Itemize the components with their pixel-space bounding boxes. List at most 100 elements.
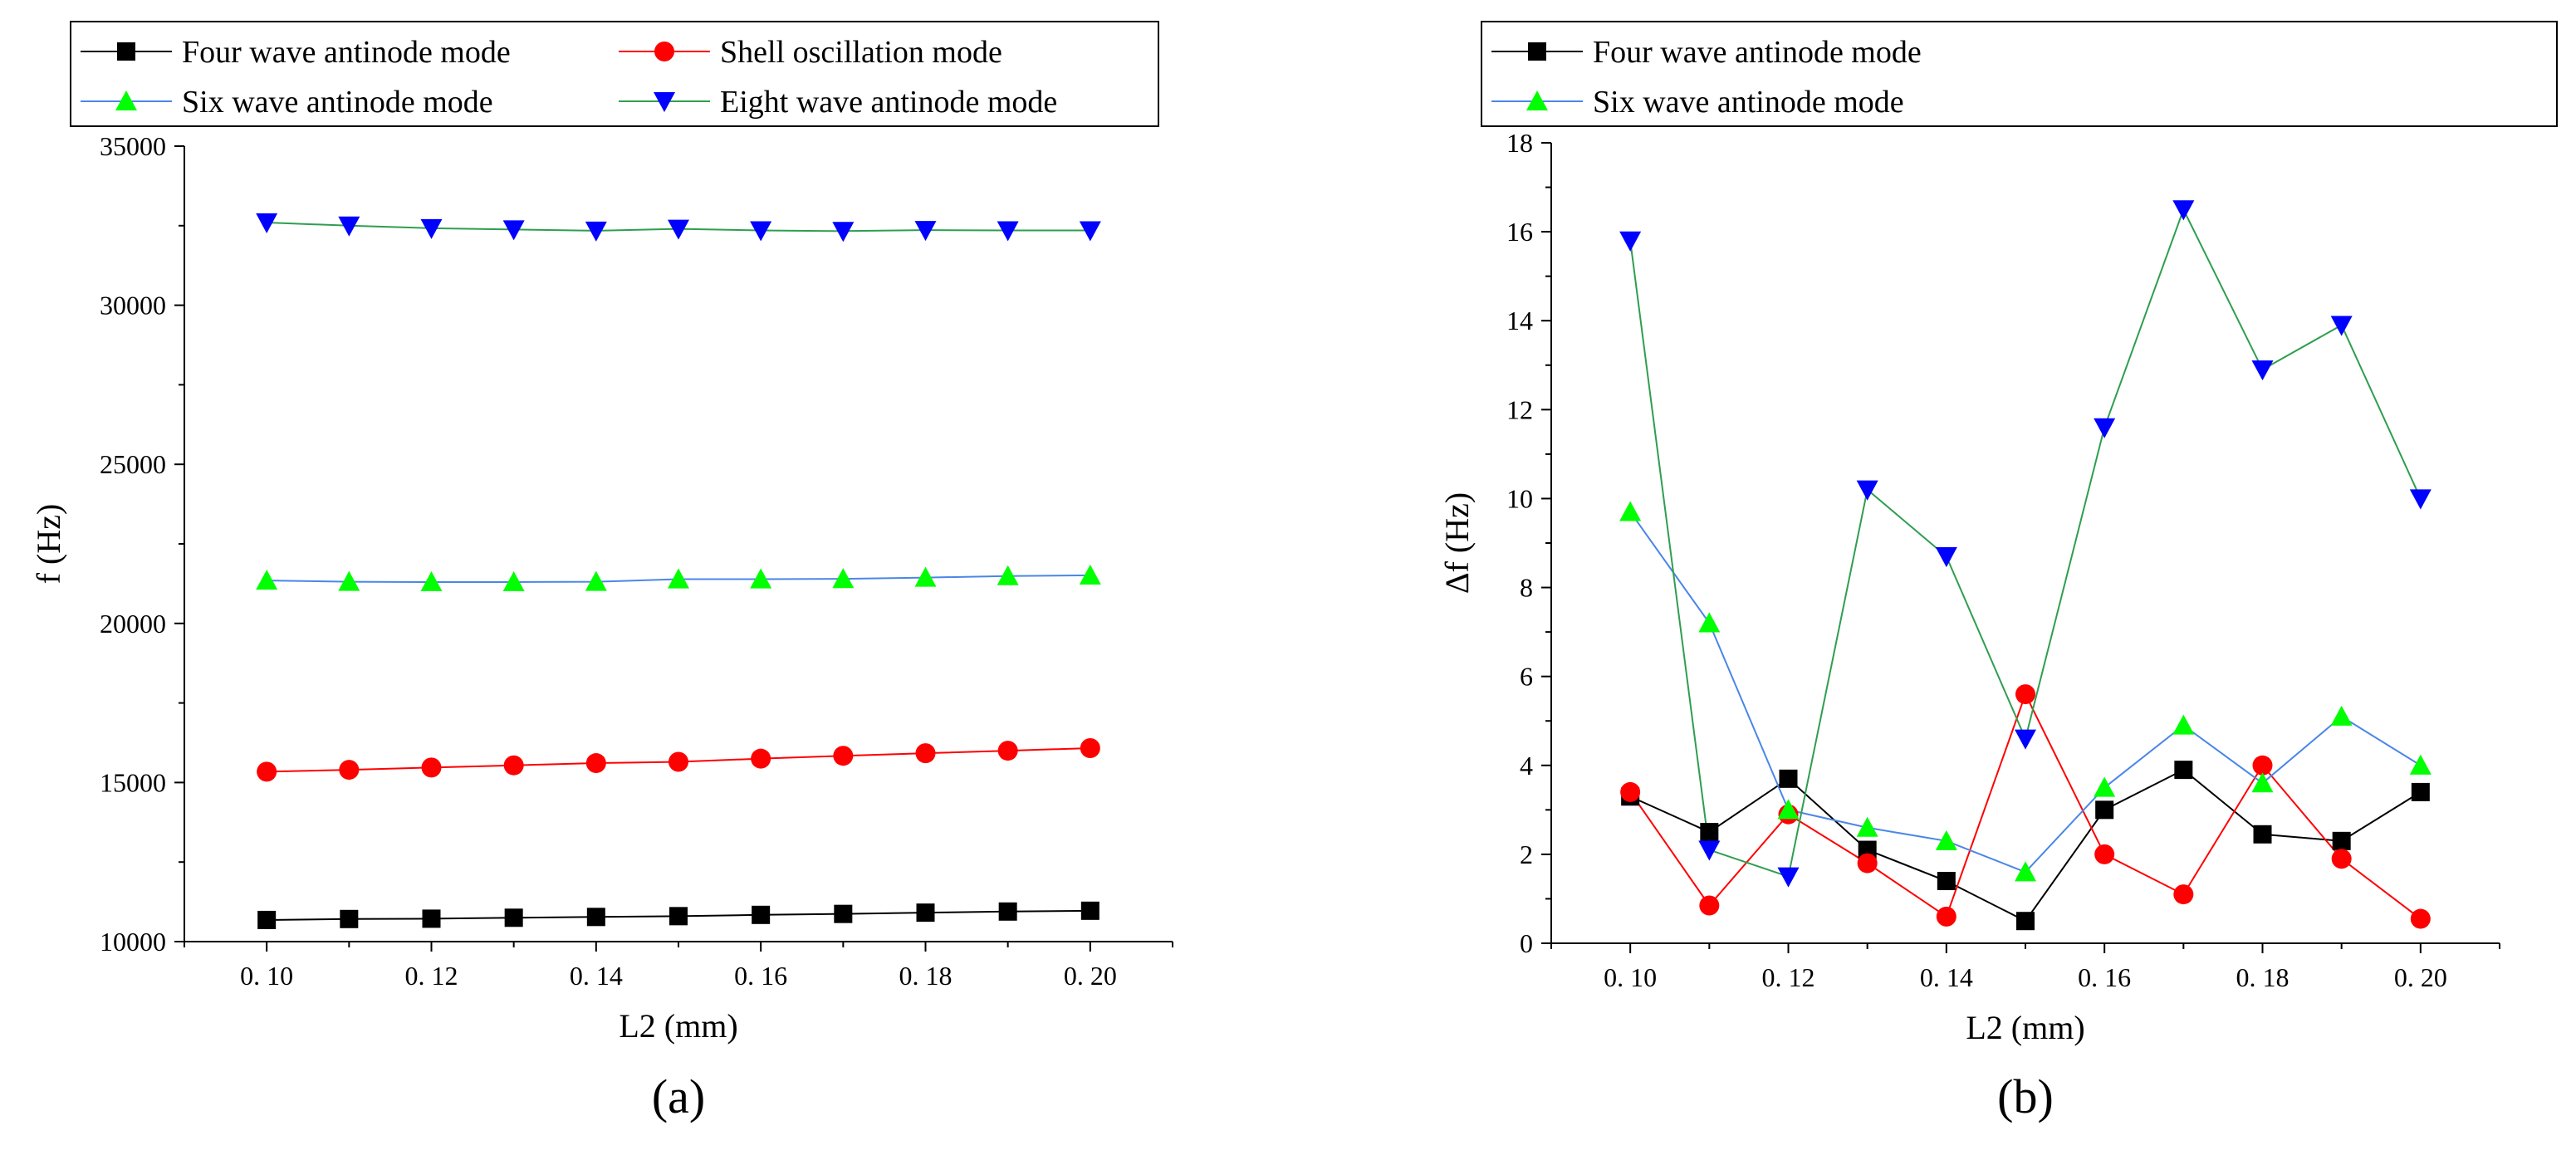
legend-marker [1528, 42, 1546, 61]
data-point [257, 910, 277, 929]
data-point [668, 751, 688, 772]
data-point [997, 565, 1019, 585]
data-point [1937, 872, 1956, 891]
x-tick-label: 0. 10 [240, 961, 293, 991]
data-point [2172, 200, 2195, 221]
legend-marker [117, 42, 135, 61]
data-point [1619, 231, 1642, 252]
legend-marker [115, 91, 137, 111]
data-point [750, 221, 772, 242]
y-tick-label: 6 [1520, 662, 1533, 692]
series-markers-2 [256, 564, 1101, 592]
data-point [586, 908, 605, 927]
y-tick-label: 30000 [100, 291, 166, 321]
data-point [256, 570, 278, 590]
data-point [2251, 360, 2274, 381]
data-point [1777, 867, 1800, 888]
data-point [2331, 849, 2352, 869]
chart-b: 0 2 4 6 8 10 12 14 16 18 0. 10 0. 12 0. 14 0. 16 0. 18… [1438, 21, 2558, 1123]
y-tick-label: 25000 [100, 449, 166, 479]
x-axis-label: L2 (mm) [619, 1007, 737, 1045]
data-point [1857, 853, 1878, 874]
legend-box [1481, 21, 2558, 127]
data-point [2174, 761, 2193, 780]
legend-label: Six wave antinode mode [1593, 85, 1904, 120]
data-point [257, 761, 277, 782]
data-point [914, 566, 937, 587]
data-point [1698, 612, 1721, 633]
data-point [668, 568, 689, 589]
legend-item: Eight wave antinode mode [619, 85, 1057, 120]
y-axis-label: f (Hz) [30, 504, 67, 585]
data-point [834, 904, 853, 923]
series-markers-3 [1619, 200, 2432, 888]
y-tick-label: 0 [1520, 928, 1533, 958]
x-tick-label: 0. 20 [2394, 962, 2447, 992]
data-point [750, 568, 772, 589]
y-tick-label: 14 [1506, 306, 1533, 335]
data-point [833, 746, 854, 766]
data-point [1779, 769, 1798, 788]
data-point [1856, 816, 1878, 837]
data-point [2015, 861, 2036, 882]
x-tick-label: 0. 18 [899, 961, 953, 991]
data-point [2330, 316, 2353, 336]
data-point [502, 220, 525, 241]
data-point [832, 568, 855, 589]
legend-label: Six wave antinode mode [182, 85, 493, 120]
data-point [503, 755, 524, 776]
data-point [422, 909, 441, 928]
series-0 [1629, 768, 2422, 923]
data-point [2409, 489, 2432, 510]
y-tick-label: 10000 [100, 927, 166, 957]
data-point [338, 570, 360, 591]
series-3 [1629, 207, 2422, 878]
data-point [256, 213, 278, 233]
x-axis-label: L2 (mm) [1966, 1009, 2084, 1046]
data-point [585, 753, 606, 774]
data-point [2409, 754, 2432, 775]
data-point [1079, 564, 1101, 585]
series-markers-1 [257, 738, 1100, 782]
data-point [2016, 912, 2035, 931]
data-point [339, 760, 360, 781]
x-tick-label: 0. 10 [1604, 962, 1657, 992]
y-tick-label: 16 [1506, 217, 1533, 247]
data-point [752, 905, 771, 924]
legend-item: Six wave antinode mode [1491, 85, 1904, 120]
series-markers-0 [1621, 761, 2430, 931]
data-point [585, 221, 607, 242]
data-point [2094, 844, 2115, 864]
y-tick-label: 8 [1520, 573, 1533, 603]
legend-marker [1526, 91, 1548, 111]
data-point [2173, 884, 2194, 905]
series-markers-3 [256, 213, 1101, 242]
y-tick-label: 12 [1506, 394, 1533, 424]
series-markers-1 [1620, 684, 2431, 929]
data-point [916, 903, 935, 923]
data-point [1699, 895, 1720, 916]
series-line [1629, 207, 2422, 878]
data-point [1777, 799, 1800, 820]
legend-label: Four wave antinode mode [182, 35, 511, 70]
data-point [1935, 547, 1957, 568]
y-tick-label: 4 [1520, 751, 1533, 781]
data-point [1698, 840, 1721, 861]
data-point [1079, 221, 1101, 242]
data-point [997, 221, 1019, 242]
data-point [997, 741, 1018, 761]
data-point [2411, 782, 2430, 801]
series-markers-0 [257, 901, 1099, 929]
y-tick-label: 2 [1520, 839, 1533, 869]
y-tick-label: 20000 [100, 609, 166, 639]
data-point [751, 748, 771, 769]
data-point [2094, 418, 2116, 438]
x-tick-label: 0. 18 [2236, 962, 2290, 992]
legend-item: Four wave antinode mode [1491, 35, 1922, 70]
data-point [2094, 776, 2116, 797]
data-point [340, 909, 359, 928]
x-tick-label: 0. 12 [1762, 962, 1815, 992]
